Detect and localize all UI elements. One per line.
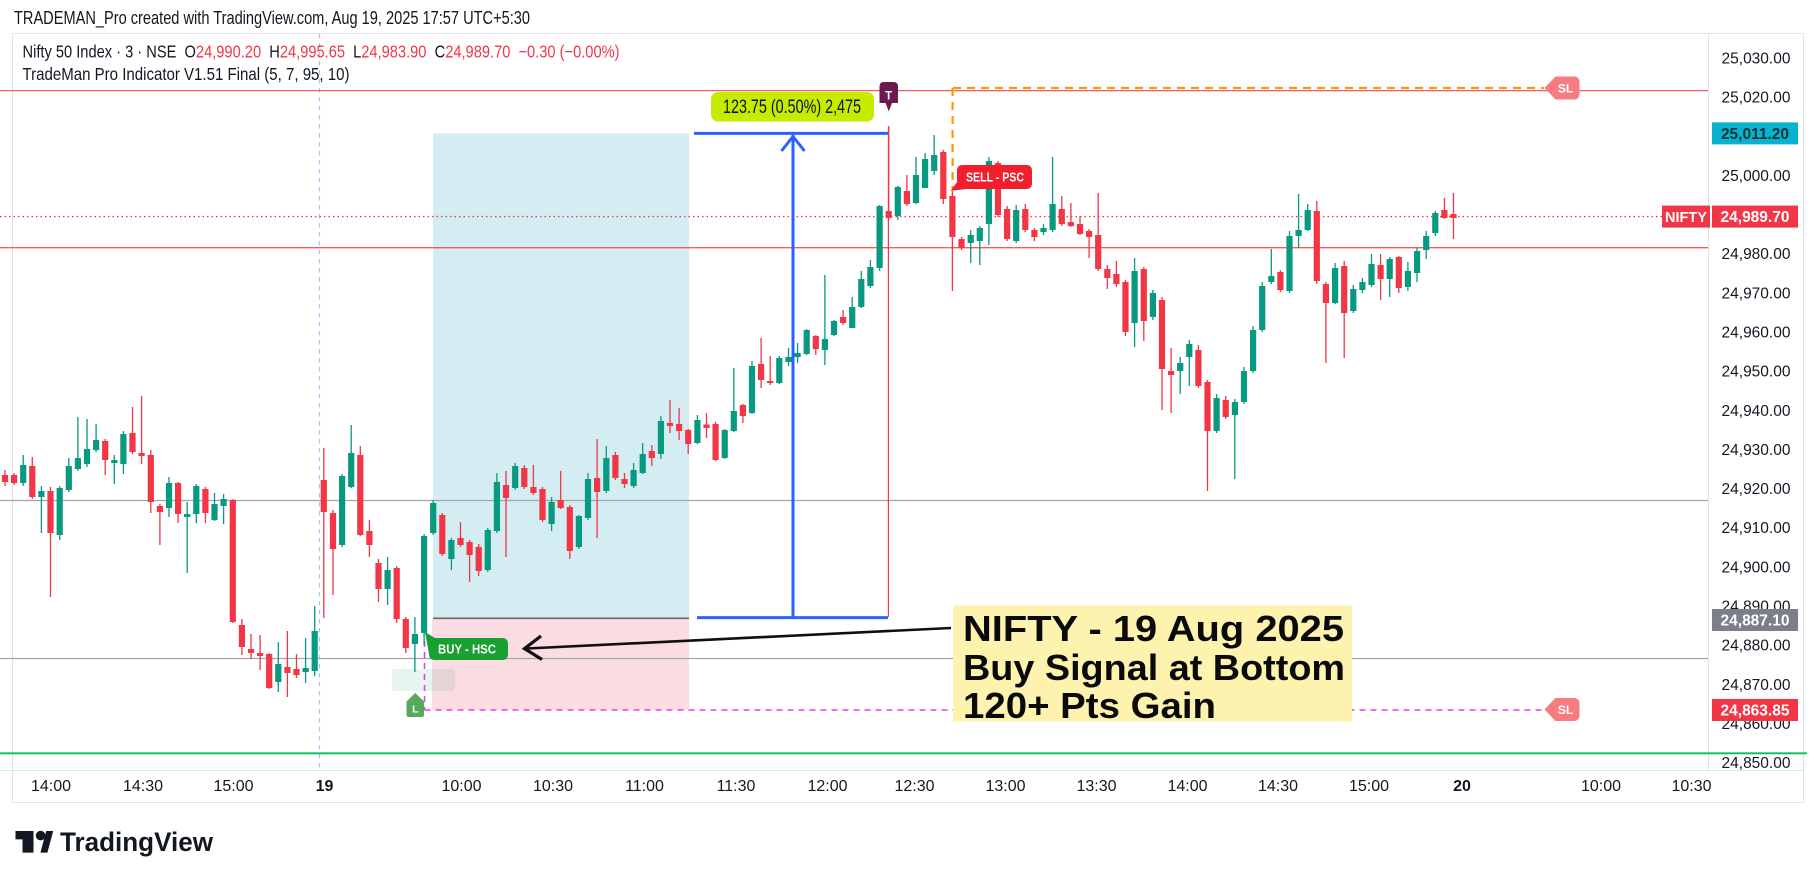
- svg-text:24,970.00: 24,970.00: [1722, 285, 1791, 302]
- svg-text:24,850.00: 24,850.00: [1722, 755, 1791, 772]
- svg-text:14:30: 14:30: [123, 778, 163, 795]
- svg-text:10:30: 10:30: [1671, 778, 1711, 795]
- svg-text:10:30: 10:30: [533, 778, 573, 795]
- svg-text:24,920.00: 24,920.00: [1722, 481, 1791, 498]
- svg-text:SL: SL: [1558, 82, 1573, 96]
- svg-text:11:30: 11:30: [717, 778, 756, 795]
- svg-text:19: 19: [316, 778, 334, 795]
- svg-text:24,980.00: 24,980.00: [1722, 246, 1791, 263]
- svg-text:25,011.20: 25,011.20: [1721, 126, 1789, 143]
- svg-text:T: T: [885, 91, 892, 103]
- svg-text:24,960.00: 24,960.00: [1722, 324, 1791, 341]
- svg-text:24,870.00: 24,870.00: [1722, 677, 1791, 694]
- svg-text:24,930.00: 24,930.00: [1722, 442, 1791, 459]
- svg-text:TRADEMAN_Pro created with Trad: TRADEMAN_Pro created with TradingView.co…: [14, 8, 530, 29]
- svg-text:NIFTY: NIFTY: [1665, 210, 1707, 226]
- svg-text:TradeMan Pro Indicator V1.51 F: TradeMan Pro Indicator V1.51 Final (5, 7…: [23, 64, 350, 84]
- svg-text:Nifty 50 Index · 3 · NSE O24,: Nifty 50 Index · 3 · NSE O24,990.20 H24,…: [23, 42, 620, 62]
- svg-text:NIFTY - 19 Aug 2025: NIFTY - 19 Aug 2025: [963, 608, 1344, 649]
- svg-text:SL: SL: [1558, 703, 1573, 717]
- svg-text:123.75 (0.50%) 2,475: 123.75 (0.50%) 2,475: [723, 96, 861, 118]
- svg-text:24,940.00: 24,940.00: [1722, 403, 1791, 420]
- svg-text:120+ Pts Gain: 120+ Pts Gain: [963, 685, 1216, 726]
- svg-text:SELL - PSC: SELL - PSC: [966, 171, 1024, 185]
- svg-text:10:00: 10:00: [1581, 778, 1621, 795]
- svg-text:L: L: [412, 704, 419, 716]
- svg-text:12:30: 12:30: [894, 778, 934, 795]
- svg-text:14:30: 14:30: [1258, 778, 1298, 795]
- svg-text:13:00: 13:00: [985, 778, 1025, 795]
- svg-text:25,000.00: 25,000.00: [1722, 168, 1791, 185]
- svg-text:24,863.85: 24,863.85: [1721, 703, 1790, 720]
- svg-text:Buy Signal at Bottom: Buy Signal at Bottom: [963, 647, 1345, 688]
- svg-text:24,887.10: 24,887.10: [1721, 613, 1790, 630]
- svg-text:24,880.00: 24,880.00: [1722, 638, 1791, 655]
- svg-text:25,020.00: 25,020.00: [1722, 90, 1791, 107]
- svg-text:12:00: 12:00: [807, 778, 847, 795]
- svg-text:25,030.00: 25,030.00: [1722, 50, 1791, 67]
- svg-text:24,910.00: 24,910.00: [1722, 520, 1791, 537]
- svg-text:11:00: 11:00: [625, 778, 664, 795]
- svg-text:13:30: 13:30: [1076, 778, 1116, 795]
- svg-text:15:00: 15:00: [1349, 778, 1389, 795]
- svg-text:24,900.00: 24,900.00: [1722, 559, 1791, 576]
- svg-text:24,950.00: 24,950.00: [1722, 364, 1791, 381]
- svg-text:14:00: 14:00: [1167, 778, 1207, 795]
- svg-text:24,989.70: 24,989.70: [1721, 209, 1790, 226]
- svg-text:14:00: 14:00: [31, 778, 71, 795]
- svg-text:BUY - HSC: BUY - HSC: [438, 643, 496, 657]
- svg-text:TradingView: TradingView: [60, 827, 214, 857]
- svg-text:15:00: 15:00: [213, 778, 253, 795]
- svg-text:10:00: 10:00: [441, 778, 481, 795]
- svg-text:20: 20: [1453, 778, 1471, 795]
